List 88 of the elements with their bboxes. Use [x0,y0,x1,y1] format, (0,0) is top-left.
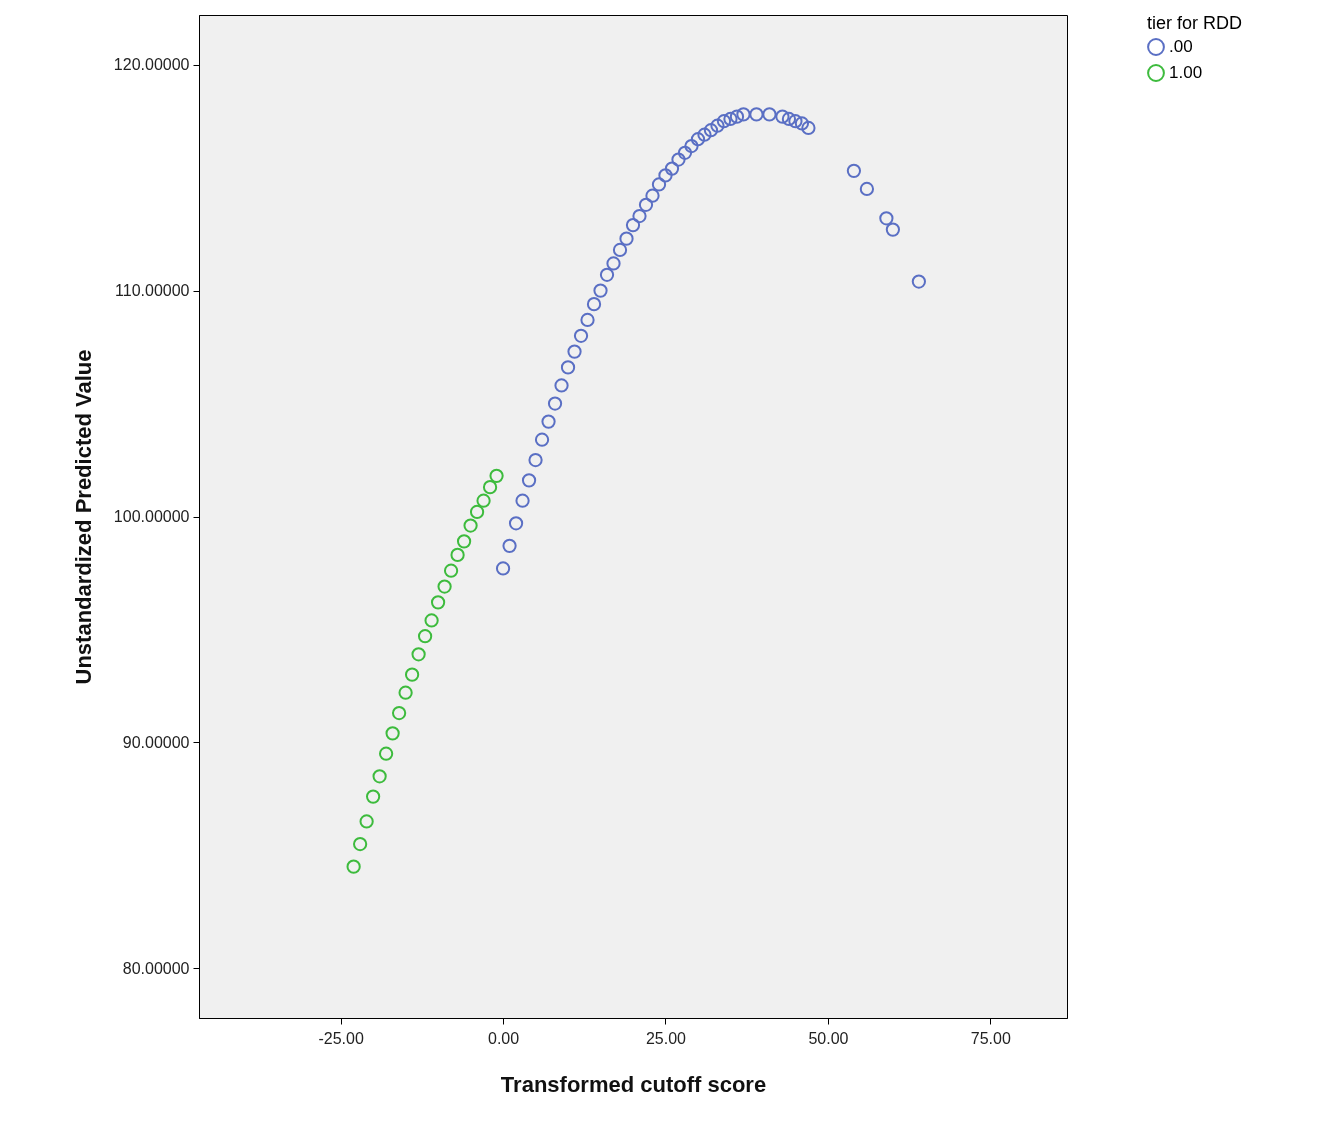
point [547,396,563,411]
point [684,138,699,154]
point [645,188,660,203]
point [775,109,790,124]
legend-label: 1.00 [1169,63,1203,82]
y-tick-label: 120.00000 [113,56,190,74]
point [476,493,491,508]
y-tick-label: 110.00000 [115,282,190,300]
point [606,256,621,271]
point [801,120,816,136]
point [625,217,641,233]
point [697,127,712,142]
point [671,152,686,167]
point [677,145,693,160]
x-axis-title: Transformed cutoff score [500,1071,767,1097]
point [593,283,608,298]
point [762,107,777,122]
point [567,344,582,359]
point [417,629,433,644]
point [378,746,394,761]
point [911,274,926,289]
y-tick-label: 90.00000 [122,733,190,751]
point [859,181,875,197]
point [619,231,634,246]
point [638,197,654,212]
point [664,161,680,176]
point [612,242,628,258]
legend-label: .00 [1169,37,1193,56]
point [515,493,530,508]
point [716,114,732,129]
point [385,726,400,741]
point [736,107,751,122]
point [586,297,602,312]
point [879,211,894,226]
point [482,480,498,495]
point [359,814,374,829]
point [729,109,745,124]
point [749,107,764,122]
point [885,222,900,237]
point [703,123,719,138]
point [424,613,439,628]
point [723,111,738,127]
point [651,177,667,192]
point [450,547,465,563]
point [353,836,368,852]
point [599,267,615,282]
point [541,414,556,429]
point [346,859,361,874]
x-tick-label: 50.00 [808,1029,849,1047]
point [456,534,472,549]
point [502,538,517,553]
point [534,432,550,447]
point [404,667,420,682]
point [521,473,537,488]
point [528,452,543,468]
point [391,705,407,721]
point [398,685,413,700]
point [690,132,706,147]
point [366,789,381,804]
legend-title: tier for RDD [1147,13,1243,33]
point [560,360,576,375]
point [430,595,446,610]
point [489,468,504,483]
y-axis-title: Unstandardized Predicted Value [70,349,96,685]
point [794,116,810,131]
point [495,561,511,576]
point [469,504,485,520]
point [573,328,589,343]
point [658,168,673,183]
x-tick-label: 25.00 [645,1029,687,1047]
point [508,516,524,531]
point [443,563,459,578]
point [632,208,647,224]
point [781,111,797,127]
point [554,378,569,393]
point [372,769,387,784]
point [463,518,478,533]
point [411,647,426,662]
x-tick-label: 0.00 [487,1029,520,1047]
point [710,118,725,133]
point [846,163,862,178]
y-tick-label: 80.00000 [122,959,190,977]
point [580,312,595,328]
x-tick-label: -25.00 [318,1029,364,1047]
point [437,579,452,594]
y-tick-label: 100.00000 [113,508,190,525]
x-tick-label: 75.00 [970,1029,1011,1047]
point [788,114,803,129]
